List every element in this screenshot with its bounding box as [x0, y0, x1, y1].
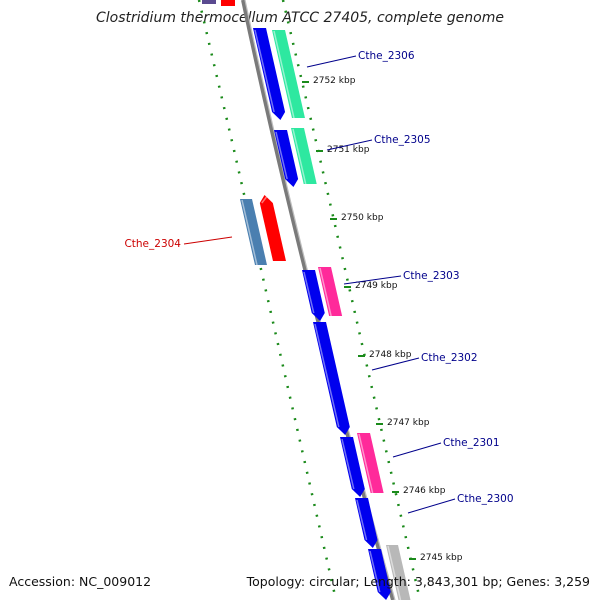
gene-label-leader — [343, 275, 402, 285]
feature-cthe-2301 — [357, 433, 384, 494]
tick-label: 2749 kbp — [355, 281, 398, 291]
map-title: Clostridium thermocellum ATCC 27405, com… — [96, 10, 504, 26]
tick-label: 2746 kbp — [403, 486, 446, 496]
tick-label: 2751 kbp — [327, 145, 370, 155]
gene-label[interactable]: Cthe_2304 — [124, 238, 181, 250]
tick-label: 2748 kbp — [369, 350, 412, 360]
feature-track — [240, 28, 411, 600]
gene-label[interactable]: Cthe_2302 — [421, 352, 478, 364]
gene-label[interactable]: Cthe_2305 — [374, 134, 431, 146]
cds-cthe-2300 — [355, 498, 378, 548]
gene-label-leader — [371, 357, 420, 371]
gene-label[interactable]: Cthe_2300 — [457, 493, 514, 505]
cds-cthe-2306 — [253, 28, 286, 120]
gene-label-leader — [306, 55, 357, 68]
feature-top-red — [221, 0, 235, 6]
gene-label-leader — [183, 236, 233, 245]
cds-cthe-2305 — [274, 130, 299, 187]
accession-text: Accession: NC_009012 — [9, 574, 152, 589]
tick-label: 2752 kbp — [313, 76, 356, 86]
outer-dotted-ring — [281, 0, 422, 600]
gene-label[interactable]: Cthe_2301 — [443, 437, 500, 449]
tick-label: 2747 kbp — [387, 418, 430, 428]
tick-track: 2752 kbp 2751 kbp 2750 kbp 2749 kbp 2748 kbp… — [302, 76, 463, 563]
gene-label-leader — [392, 442, 442, 458]
cds-cthe-2304 — [259, 195, 286, 261]
gene-label-leader — [326, 139, 373, 151]
tick-label: 2745 kbp — [420, 553, 463, 563]
tick-label: 2750 kbp — [341, 213, 384, 223]
label-track: Cthe_2306 Cthe_2305 Cthe_2304 Cthe_2303 Cthe… — [124, 50, 514, 514]
gene-label[interactable]: Cthe_2306 — [358, 50, 415, 62]
genome-summary-text: Topology: circular; Length: 3,843,301 bp… — [246, 574, 590, 589]
feature-top-purple — [202, 0, 216, 4]
cds-cthe-2303 — [302, 270, 325, 321]
feature-cthe-2304 — [240, 199, 267, 266]
feature-bottom-grey — [386, 545, 411, 600]
cds-cthe-2302 — [313, 322, 350, 435]
cds-bottom — [368, 549, 391, 600]
feature-cthe-2306 — [272, 30, 305, 119]
feature-cthe-2303 — [318, 267, 343, 317]
feature-cthe-2305 — [291, 128, 317, 185]
gene-label[interactable]: Cthe_2303 — [403, 270, 460, 282]
cds-cthe-2301 — [340, 437, 365, 497]
gene-label-leader — [407, 498, 456, 514]
